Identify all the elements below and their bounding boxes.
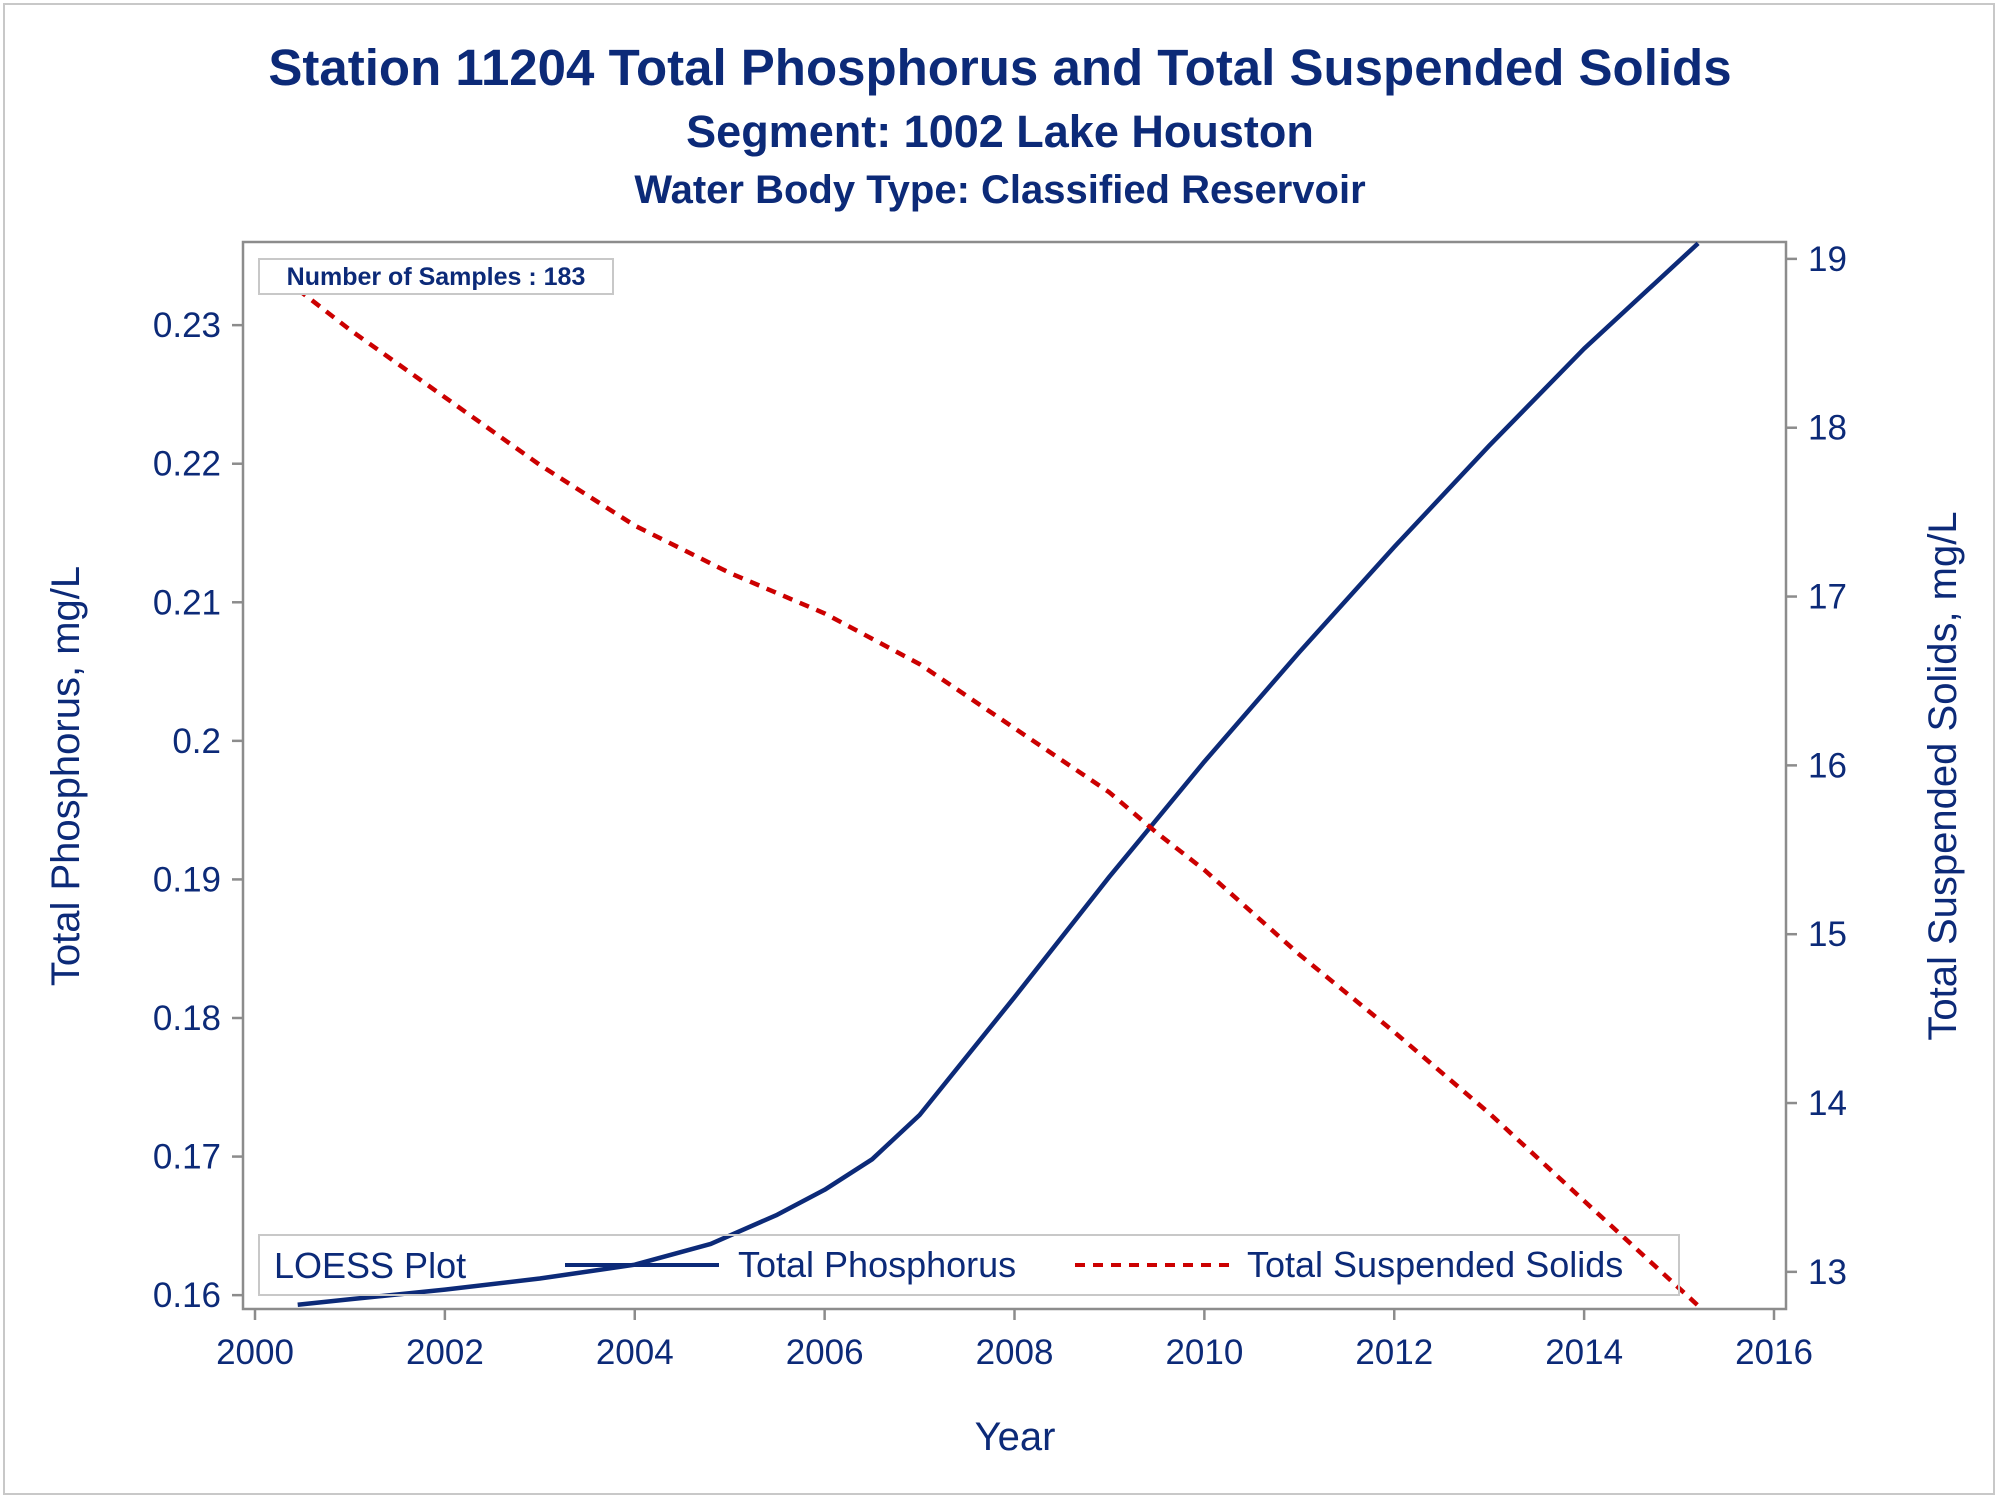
x-tick-label: 2012 [1355,1333,1433,1372]
y-axis-title: Total Phosphorus, mg/L [44,566,88,986]
x-axis-title: Year [975,1415,1056,1459]
x-tick-label: 2004 [596,1333,674,1372]
series-line-total-phosphorus [297,241,1700,1308]
y2-tick-label: 16 [1808,746,1847,785]
x-tick-label: 2010 [1165,1333,1243,1372]
y2-tick-label: 19 [1808,240,1847,279]
series-line-total-suspended-solids [296,287,1700,1308]
y-tick-label: 0.2 [172,722,221,761]
y-tick-label: 0.21 [153,583,221,622]
chart-subtitle-waterbody: Water Body Type: Classified Reservoir [634,168,1366,212]
y2-tick-label: 15 [1808,915,1847,954]
x-tick-label: 2014 [1545,1333,1623,1372]
figure-frame [3,3,1995,1495]
y-tick-label: 0.22 [153,445,221,484]
y-axis-right: 13 14 15 16 17 18 19 [1786,240,1847,1292]
y-tick-label: 0.17 [153,1138,221,1177]
y-tick-label: 0.23 [153,306,221,345]
x-axis: 2000 2002 2004 2006 2008 2010 2012 2014 2016 [216,1309,1813,1372]
legend-title: LOESS Plot [274,1245,466,1286]
legend-label-total-suspended-solids: Total Suspended Solids [1247,1244,1623,1285]
y2-tick-label: 13 [1808,1253,1847,1292]
plot-area [241,240,1788,1311]
chart-title: Station 11204 Total Phosphorus and Total… [268,39,1732,96]
legend-label-total-phosphorus: Total Phosphorus [738,1244,1016,1285]
x-tick-label: 2016 [1735,1333,1813,1372]
x-tick-label: 2000 [216,1333,294,1372]
legend-frame [258,1234,1680,1296]
x-tick-label: 2006 [786,1333,864,1372]
y2-axis-title: Total Suspended Solids, mg/L [1921,511,1965,1040]
sample-count-text: Number of Samples : 183 [287,263,586,291]
y-tick-label: 0.16 [153,1276,221,1315]
y-tick-label: 0.18 [153,999,221,1038]
y2-tick-label: 14 [1808,1084,1847,1123]
legend: LOESS Plot Total Phosphorus Total Suspen… [258,1234,1680,1296]
chart-subtitle-segment: Segment: 1002 Lake Houston [686,106,1314,157]
y2-tick-label: 17 [1808,578,1847,617]
x-tick-label: 2002 [406,1333,484,1372]
x-tick-label: 2008 [976,1333,1054,1372]
series-layer [296,241,1700,1308]
y-axis-left: 0.16 0.17 0.18 0.19 0.2 0.21 0.22 0.23 [153,306,243,1315]
y-tick-label: 0.19 [153,860,221,899]
y2-tick-label: 18 [1808,409,1847,448]
sample-count-box: Number of Samples : 183 [258,258,614,295]
